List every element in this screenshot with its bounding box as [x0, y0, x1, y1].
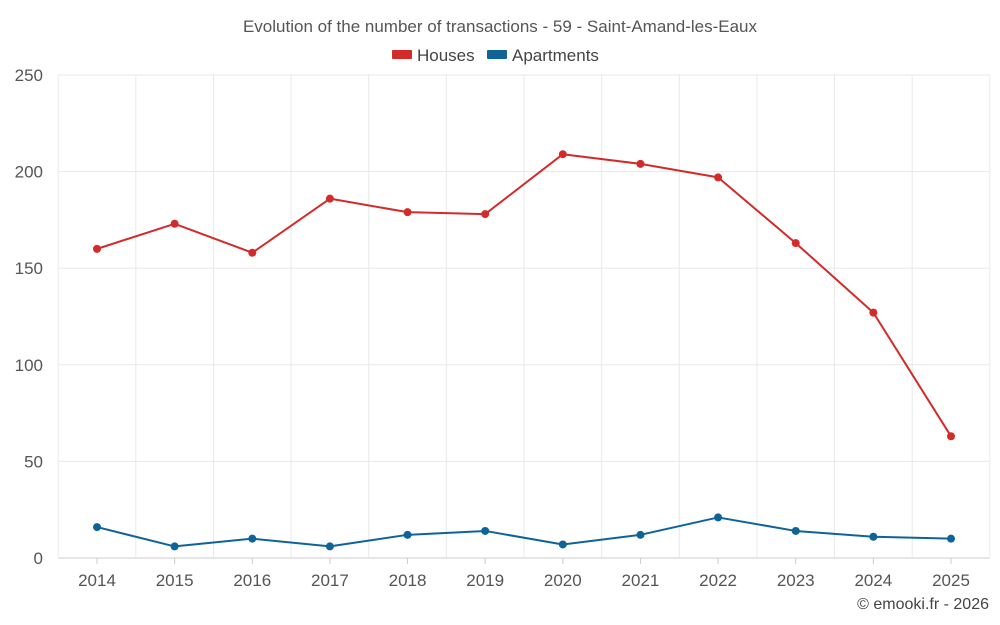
series-line-houses [96, 153, 952, 437]
x-tick-label: 2021 [622, 571, 660, 590]
legend-swatch-apartments [487, 50, 507, 59]
x-tick-label: 2018 [389, 571, 427, 590]
y-tick-label: 0 [34, 549, 43, 568]
data-point-houses-2016[interactable] [248, 248, 257, 257]
data-point-apartments-2023[interactable] [791, 526, 800, 535]
data-point-apartments-2018[interactable] [403, 530, 412, 539]
credit-text: © emooki.fr - 2026 [857, 596, 989, 613]
data-point-apartments-2019[interactable] [481, 526, 490, 535]
legend-label-apartments: Apartments [512, 46, 599, 65]
data-point-houses-2021[interactable] [636, 159, 645, 168]
y-tick-label: 200 [15, 163, 43, 182]
data-point-apartments-2014[interactable] [93, 523, 101, 532]
data-point-apartments-2021[interactable] [636, 530, 645, 539]
x-tick-label: 2017 [311, 571, 349, 590]
data-point-apartments-2025[interactable] [947, 534, 955, 543]
series-layer [93, 150, 955, 551]
data-point-houses-2022[interactable] [714, 173, 723, 182]
chart-title: Evolution of the number of transactions … [243, 17, 758, 36]
legend-item-houses[interactable]: Houses [392, 46, 475, 65]
x-axis: 2014 2015 2016 2017 2018 2019 2020 2021 2022 2023… [78, 558, 970, 590]
y-tick-label: 150 [15, 259, 43, 278]
data-point-apartments-2020[interactable] [558, 540, 567, 549]
x-tick-label: 2025 [932, 571, 970, 590]
data-point-houses-2024[interactable] [869, 308, 878, 317]
data-point-apartments-2022[interactable] [714, 513, 723, 522]
x-tick-label: 2022 [699, 571, 737, 590]
data-point-houses-2020[interactable] [558, 150, 567, 159]
data-point-houses-2014[interactable] [93, 244, 101, 253]
data-point-apartments-2015[interactable] [170, 542, 179, 551]
x-tick-label: 2024 [854, 571, 892, 590]
grid [57, 74, 991, 559]
data-point-houses-2017[interactable] [325, 194, 334, 203]
legend: Houses Apartments [392, 46, 599, 65]
legend-label-houses: Houses [417, 46, 475, 65]
data-point-houses-2015[interactable] [170, 219, 179, 228]
y-tick-label: 50 [24, 452, 43, 471]
data-point-houses-2025[interactable] [947, 432, 955, 441]
x-tick-label: 2014 [78, 571, 116, 590]
series-line-apartments [96, 516, 952, 548]
y-tick-label: 100 [15, 356, 43, 375]
series-houses [93, 150, 955, 441]
data-point-apartments-2017[interactable] [325, 542, 334, 551]
data-point-houses-2023[interactable] [791, 239, 800, 248]
x-tick-label: 2015 [156, 571, 194, 590]
data-point-apartments-2024[interactable] [869, 532, 878, 541]
y-axis: 0 50 100 150 200 250 [15, 66, 43, 568]
legend-item-apartments[interactable]: Apartments [487, 46, 599, 65]
x-tick-label: 2016 [233, 571, 271, 590]
series-apartments [93, 513, 955, 551]
x-tick-label: 2019 [466, 571, 504, 590]
y-tick-label: 250 [15, 66, 43, 85]
legend-swatch-houses [392, 50, 412, 59]
x-tick-label: 2023 [777, 571, 815, 590]
data-point-houses-2019[interactable] [481, 210, 490, 219]
x-tick-label: 2020 [544, 571, 582, 590]
data-point-apartments-2016[interactable] [248, 534, 257, 543]
data-point-houses-2018[interactable] [403, 208, 412, 217]
